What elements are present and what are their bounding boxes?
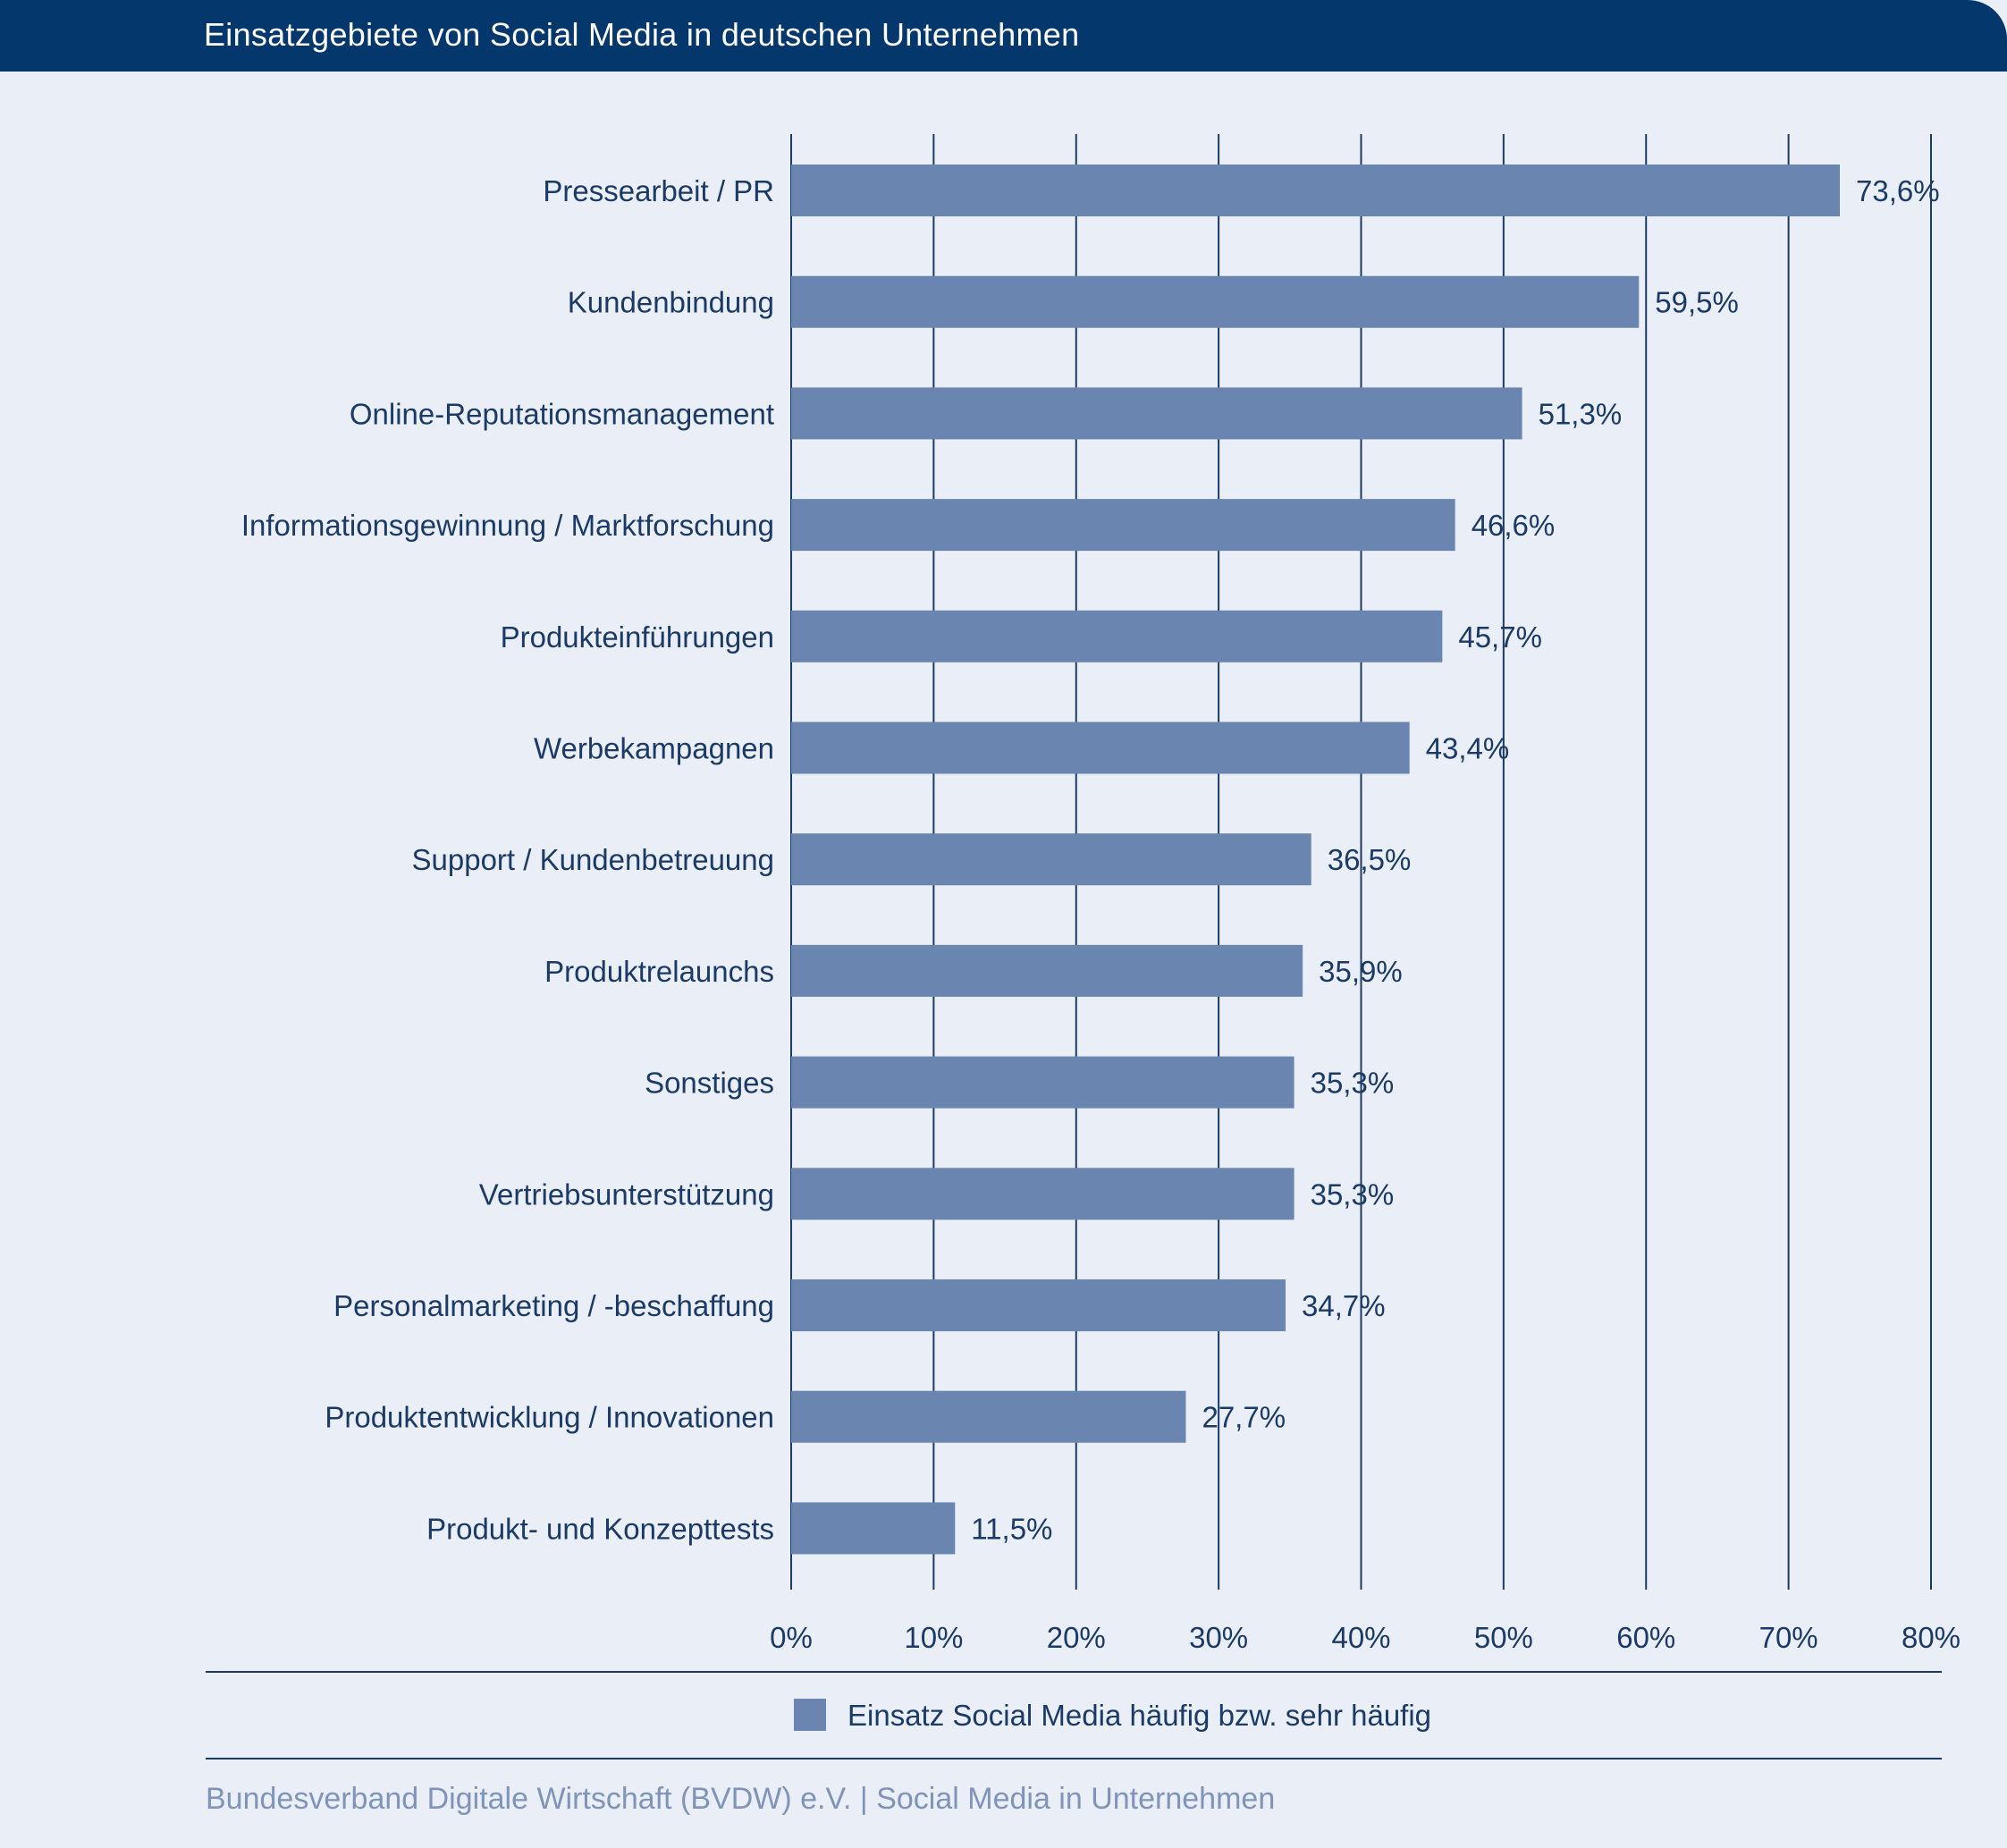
bar — [791, 1390, 1186, 1443]
footer-source: Bundesverband Digitale Wirtschaft (BVDW)… — [206, 1782, 1276, 1816]
value-label: 36,5% — [1328, 843, 1412, 876]
x-tick-label: 10% — [904, 1621, 963, 1654]
category-label: Sonstiges — [645, 1067, 774, 1100]
legend-top-rule — [206, 1671, 1942, 1673]
category-label: Produktrelaunchs — [544, 955, 774, 988]
value-label: 59,5% — [1655, 286, 1739, 319]
value-label: 45,7% — [1458, 620, 1542, 654]
x-tick-label: 50% — [1474, 1621, 1533, 1654]
category-label: Pressearbeit / PR — [543, 174, 774, 207]
x-tick-label: 20% — [1047, 1621, 1106, 1654]
category-label: Personalmarketing / -beschaffung — [333, 1289, 774, 1322]
value-label: 35,3% — [1311, 1067, 1395, 1100]
value-label: 43,4% — [1426, 732, 1510, 765]
value-label: 73,6% — [1856, 174, 1940, 207]
legend-swatch — [794, 1699, 826, 1731]
bar — [791, 1279, 1286, 1331]
bar — [791, 165, 1840, 216]
value-label: 46,6% — [1472, 509, 1556, 542]
bar — [791, 499, 1455, 552]
bar-chart: 0% 10% 20% 30% 40% 50% 60% 70% 80% Pressearbeit /… — [241, 134, 1961, 1654]
value-label: 34,7% — [1302, 1289, 1386, 1322]
x-tick-label: 0% — [770, 1621, 813, 1654]
value-label: 27,7% — [1202, 1401, 1286, 1434]
category-label: Online-Reputationsmanagement — [350, 397, 774, 430]
category-label: Kundenbindung — [568, 286, 774, 319]
bar — [791, 944, 1303, 997]
legend-bottom-rule — [206, 1758, 1942, 1759]
header-bar: Einsatzgebiete von Social Media in deuts… — [0, 0, 2007, 72]
x-tick-label: 30% — [1189, 1621, 1248, 1654]
x-tick-label: 40% — [1331, 1621, 1390, 1654]
bar — [791, 1502, 956, 1555]
value-label: 51,3% — [1539, 397, 1623, 430]
legend-label: Einsatz Social Media häufig bzw. sehr hä… — [847, 1699, 1432, 1732]
value-label: 35,3% — [1311, 1177, 1395, 1211]
bar — [791, 387, 1522, 440]
value-label: 35,9% — [1319, 955, 1403, 988]
category-label: Werbekampagnen — [534, 732, 774, 765]
category-label: Informationsgewinnung / Marktforschung — [241, 509, 774, 542]
category-label: Produkteinführungen — [501, 620, 774, 654]
value-label: 11,5% — [971, 1512, 1052, 1545]
bar — [791, 1056, 1294, 1109]
category-label: Vertriebsunterstützung — [479, 1177, 774, 1211]
bar — [791, 721, 1410, 774]
x-tick-label: 70% — [1759, 1621, 1818, 1654]
x-tick-label: 60% — [1616, 1621, 1675, 1654]
category-label: Produkt- und Konzepttests — [426, 1512, 774, 1545]
bar — [791, 610, 1443, 662]
category-label: Support / Kundenbetreuung — [412, 843, 775, 876]
chart-title: Einsatzgebiete von Social Media in deuts… — [204, 16, 1080, 53]
category-label: Produktentwicklung / Innovationen — [325, 1401, 774, 1434]
bar — [791, 833, 1311, 886]
bar — [791, 1168, 1294, 1220]
bar — [791, 275, 1640, 328]
x-tick-label: 80% — [1902, 1621, 1961, 1654]
